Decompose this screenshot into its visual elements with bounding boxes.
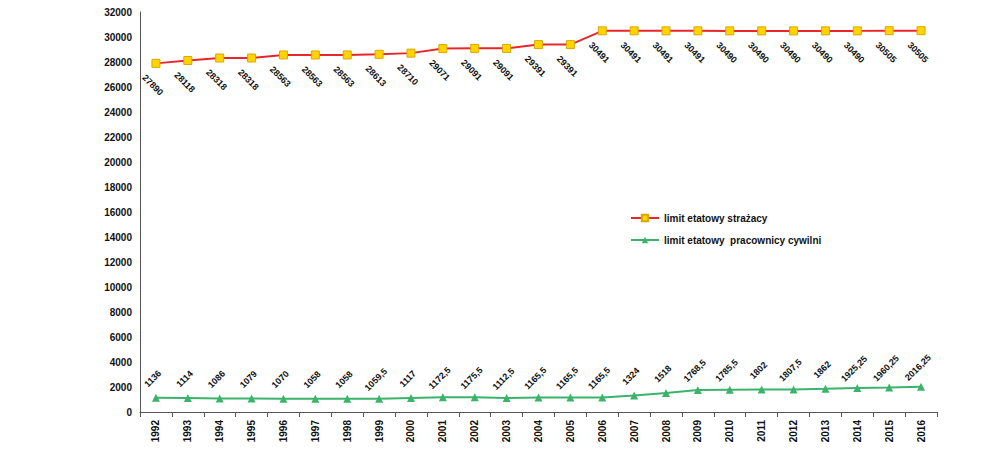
svg-text:1768,5: 1768,5 (681, 357, 708, 384)
svg-text:1992: 1992 (150, 420, 161, 443)
svg-text:1086: 1086 (206, 369, 227, 390)
svg-text:30505: 30505 (906, 40, 931, 65)
svg-text:1117: 1117 (398, 369, 419, 390)
svg-text:2015: 2015 (884, 420, 895, 443)
svg-text:30490: 30490 (810, 40, 835, 65)
svg-text:1802: 1802 (748, 360, 769, 381)
svg-text:2003: 2003 (501, 420, 512, 443)
svg-text:29391: 29391 (523, 54, 548, 79)
svg-text:28563: 28563 (268, 64, 293, 89)
svg-text:2000: 2000 (405, 420, 416, 443)
svg-text:1112,5: 1112,5 (491, 366, 517, 392)
svg-text:1136: 1136 (142, 368, 163, 389)
svg-text:2013: 2013 (820, 420, 831, 443)
svg-text:28318: 28318 (204, 67, 229, 92)
svg-text:29091: 29091 (459, 58, 484, 83)
svg-text:27890: 27890 (140, 73, 165, 98)
svg-text:30490: 30490 (714, 40, 739, 65)
svg-text:22000: 22000 (104, 132, 132, 143)
svg-text:32000: 32000 (104, 7, 132, 18)
svg-text:1518: 1518 (652, 363, 673, 384)
svg-text:29091: 29091 (491, 58, 516, 83)
svg-text:1079: 1079 (238, 369, 259, 390)
svg-text:24000: 24000 (104, 107, 132, 118)
svg-text:2001: 2001 (437, 420, 448, 443)
svg-text:2007: 2007 (629, 420, 640, 443)
svg-text:2014: 2014 (852, 420, 863, 443)
svg-text:1165,5: 1165,5 (586, 365, 612, 391)
svg-text:30491: 30491 (619, 40, 644, 65)
svg-text:2006: 2006 (597, 420, 608, 443)
svg-text:26000: 26000 (104, 82, 132, 93)
svg-text:2011: 2011 (756, 420, 767, 442)
svg-text:28710: 28710 (395, 62, 420, 87)
svg-text:1059,5: 1059,5 (363, 366, 390, 393)
svg-text:1324: 1324 (620, 366, 641, 387)
svg-text:2004: 2004 (533, 420, 544, 443)
svg-text:28000: 28000 (104, 57, 132, 68)
svg-text:28613: 28613 (364, 64, 389, 89)
svg-text:28563: 28563 (332, 64, 357, 89)
svg-text:20000: 20000 (104, 157, 132, 168)
svg-text:limit etatowy strażacy: limit etatowy strażacy (664, 213, 768, 224)
svg-text:30505: 30505 (874, 40, 899, 65)
svg-text:30490: 30490 (778, 40, 803, 65)
svg-text:1996: 1996 (278, 420, 289, 443)
svg-text:6000: 6000 (110, 332, 133, 343)
svg-text:28118: 28118 (172, 70, 196, 94)
svg-text:2009: 2009 (692, 420, 703, 443)
svg-text:2016: 2016 (916, 420, 927, 443)
svg-text:1165,5: 1165,5 (522, 365, 548, 391)
svg-text:2005: 2005 (565, 420, 576, 443)
svg-text:30000: 30000 (104, 32, 132, 43)
svg-text:16000: 16000 (104, 207, 132, 218)
svg-text:14000: 14000 (104, 232, 132, 243)
svg-text:28318: 28318 (236, 67, 261, 92)
svg-text:1862: 1862 (812, 359, 833, 380)
svg-text:1175,5: 1175,5 (458, 365, 484, 391)
svg-text:2008: 2008 (661, 420, 672, 443)
svg-text:1807,5: 1807,5 (777, 357, 804, 384)
svg-text:limit etatowy pracownicy cywi: limit etatowy pracownicy cywilni (664, 235, 821, 246)
svg-text:1997: 1997 (310, 420, 321, 443)
svg-text:29071: 29071 (427, 58, 452, 83)
svg-text:1998: 1998 (342, 420, 353, 443)
svg-text:12000: 12000 (104, 257, 132, 268)
svg-text:4000: 4000 (110, 357, 133, 368)
svg-text:8000: 8000 (110, 307, 133, 318)
svg-text:2010: 2010 (724, 420, 735, 443)
svg-text:1993: 1993 (182, 420, 193, 443)
svg-text:1999: 1999 (374, 420, 385, 443)
svg-text:30490: 30490 (842, 40, 867, 65)
svg-text:1172,5: 1172,5 (427, 365, 453, 391)
svg-text:30491: 30491 (650, 40, 675, 65)
svg-text:0: 0 (126, 407, 132, 418)
svg-text:18000: 18000 (104, 182, 132, 193)
svg-text:2000: 2000 (110, 382, 133, 393)
svg-text:2012: 2012 (788, 420, 799, 443)
svg-text:1995: 1995 (246, 420, 257, 443)
svg-text:1070: 1070 (270, 369, 291, 390)
svg-text:1785,5: 1785,5 (713, 357, 740, 384)
svg-text:1114: 1114 (174, 369, 195, 390)
svg-text:2002: 2002 (469, 420, 480, 443)
svg-text:30490: 30490 (746, 40, 771, 65)
svg-text:30491: 30491 (587, 40, 612, 65)
svg-text:10000: 10000 (104, 282, 132, 293)
svg-text:1058: 1058 (302, 369, 323, 390)
svg-text:2016,25: 2016,25 (903, 353, 933, 383)
svg-text:1165,5: 1165,5 (554, 365, 580, 391)
svg-text:28563: 28563 (300, 64, 325, 89)
svg-text:1925,25: 1925,25 (839, 354, 869, 384)
svg-text:30491: 30491 (682, 40, 707, 65)
svg-text:1960,25: 1960,25 (871, 353, 901, 383)
svg-text:1994: 1994 (214, 420, 225, 443)
svg-text:29391: 29391 (555, 54, 580, 79)
svg-text:1058: 1058 (333, 369, 354, 390)
